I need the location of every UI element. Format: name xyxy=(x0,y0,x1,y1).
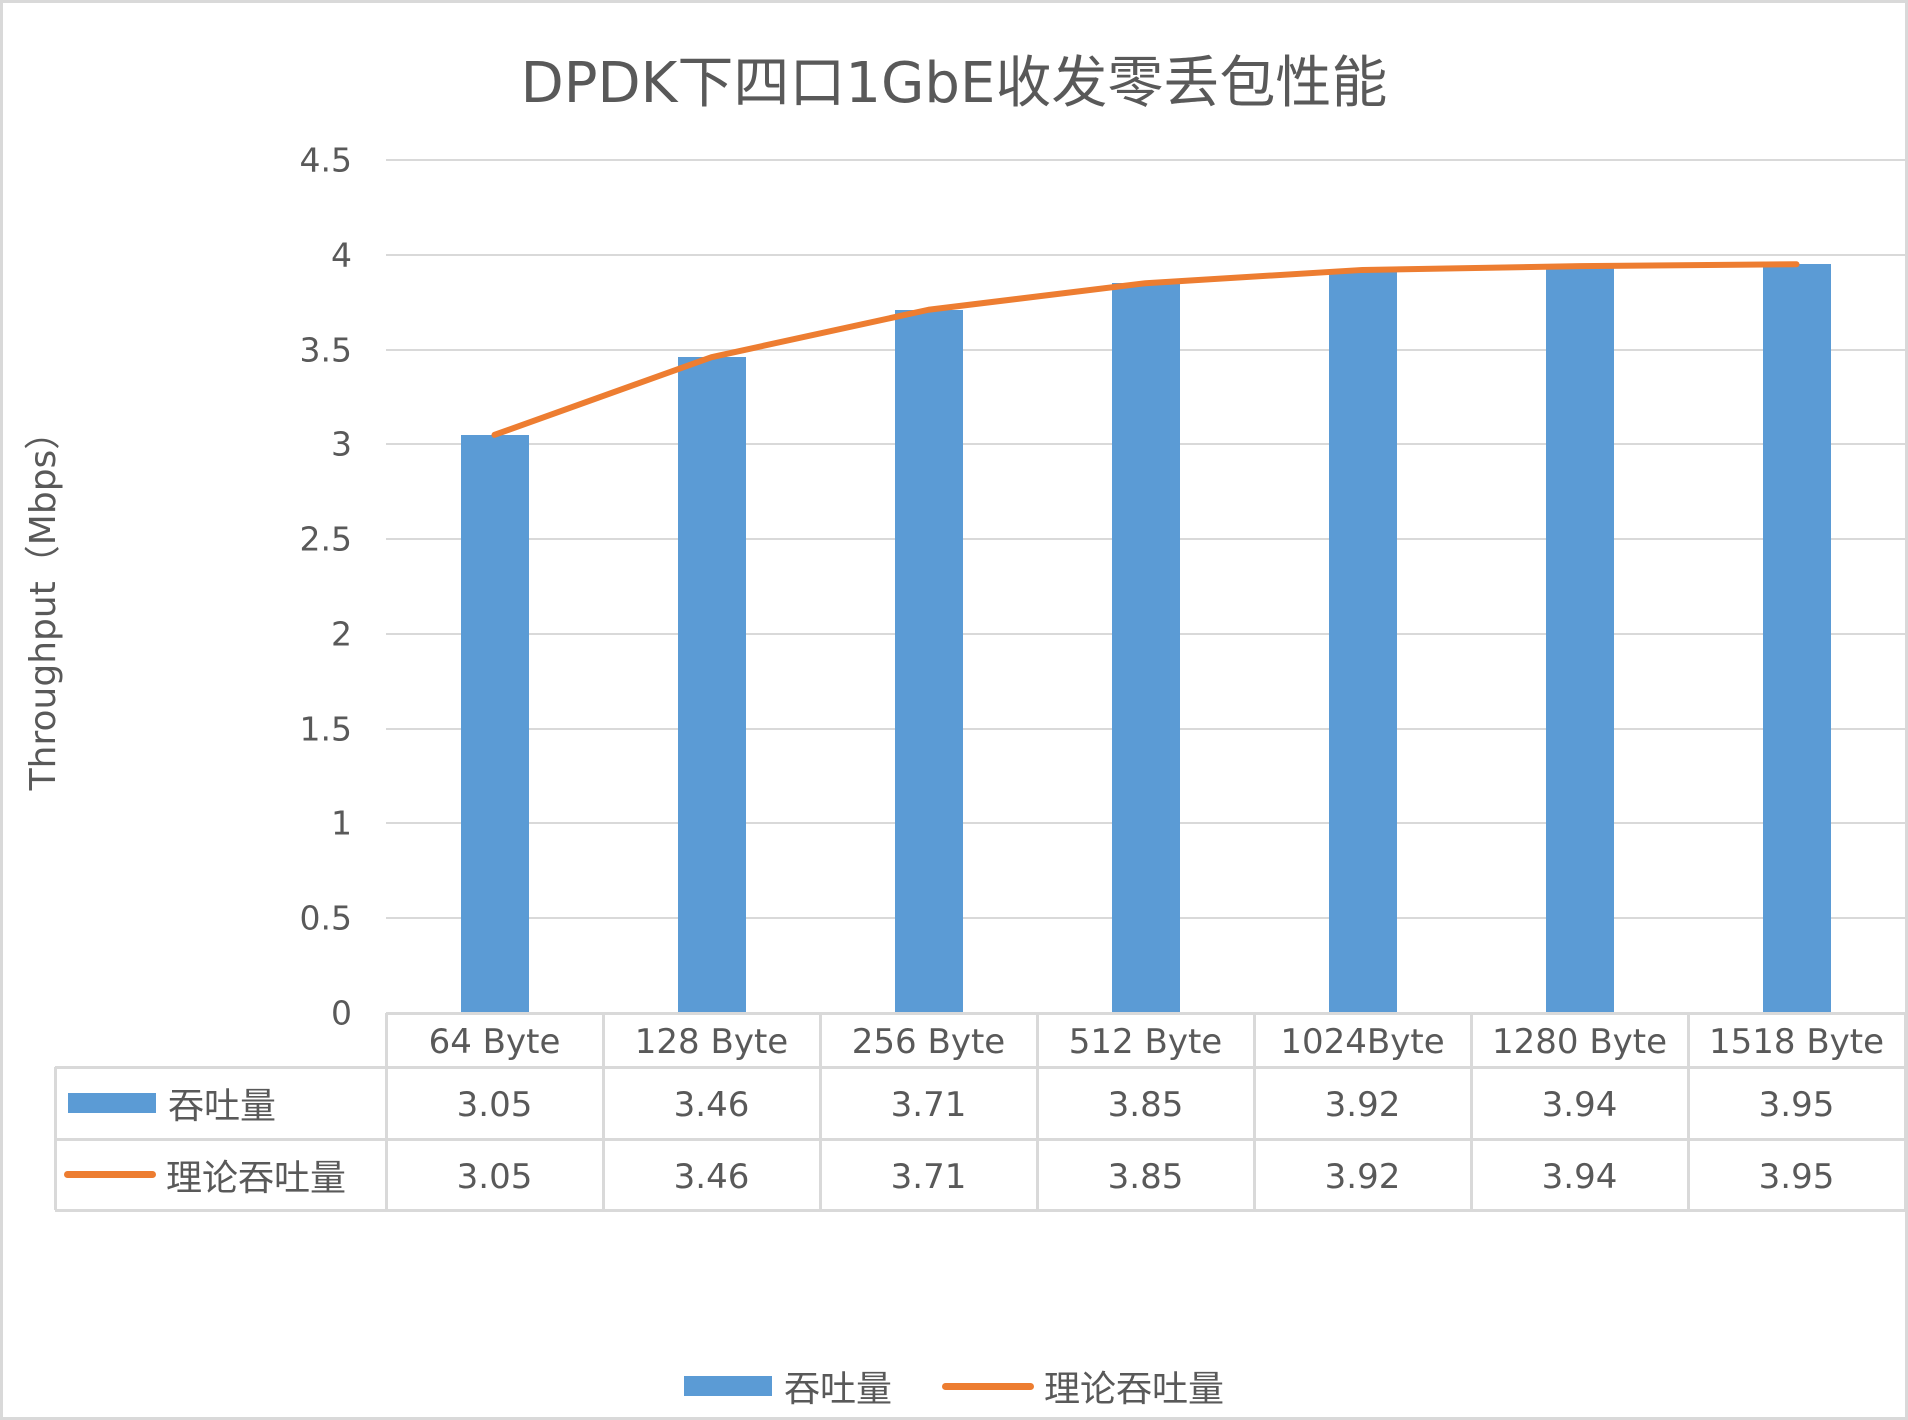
bar-0 xyxy=(460,434,529,1013)
table-cell: 3.85 xyxy=(1107,1085,1184,1125)
bar-1 xyxy=(677,357,746,1013)
bar-3 xyxy=(1111,283,1180,1013)
table-col-divider xyxy=(1470,1013,1473,1210)
table-cell: 3.71 xyxy=(890,1085,967,1125)
table-cell: 3.71 xyxy=(890,1156,967,1197)
table-cell: 3.95 xyxy=(1758,1156,1835,1197)
chart-title: DPDK下四口1GbE收发零丢包性能 xyxy=(520,51,1388,116)
table-left-border xyxy=(54,1067,57,1210)
table-row-divider xyxy=(55,1209,1905,1212)
table-row-divider xyxy=(55,1138,1905,1141)
axis-baseline xyxy=(386,1012,1905,1015)
y-tick-label: 1 xyxy=(331,803,352,843)
y-tick-label: 2 xyxy=(331,614,352,654)
table-cell: 3.46 xyxy=(673,1085,750,1125)
gridline xyxy=(386,253,1905,256)
y-tick-label: 0 xyxy=(331,993,352,1033)
y-tick-label: 4.5 xyxy=(299,140,352,180)
table-row-divider xyxy=(55,1066,1905,1069)
category-label: 256 Byte xyxy=(851,1022,1006,1062)
bar-5 xyxy=(1545,266,1614,1013)
table-cell: 3.92 xyxy=(1324,1085,1401,1125)
table-cell: 3.92 xyxy=(1324,1156,1401,1197)
legend-label: 吞吐量 xyxy=(783,1369,892,1410)
table-col-divider xyxy=(1253,1013,1256,1210)
category-label: 128 Byte xyxy=(634,1022,789,1062)
category-label: 512 Byte xyxy=(1068,1022,1223,1062)
bar-swatch-icon xyxy=(68,1093,156,1113)
table-col-divider xyxy=(819,1013,822,1210)
table-cell: 3.85 xyxy=(1107,1156,1184,1197)
theoretical-throughput-line xyxy=(491,261,1800,438)
table-cell: 3.94 xyxy=(1541,1156,1618,1197)
row-label-text: 吞吐量 xyxy=(168,1086,277,1127)
bar-4 xyxy=(1328,269,1397,1013)
table-col-divider xyxy=(385,1013,388,1210)
category-label: 1518 Byte xyxy=(1708,1022,1885,1062)
table-row-label: 理论吞吐量 xyxy=(64,1151,347,1199)
table-cell: 3.05 xyxy=(456,1085,533,1125)
line-swatch-icon xyxy=(942,1382,1034,1390)
table-cell: 3.94 xyxy=(1541,1085,1618,1125)
table-cell: 3.95 xyxy=(1758,1085,1835,1125)
y-tick-label: 0.5 xyxy=(299,898,352,938)
bar-2 xyxy=(894,309,963,1013)
legend-label: 理论吞吐量 xyxy=(1044,1369,1225,1410)
table-row-label: 吞吐量 xyxy=(68,1079,276,1127)
y-tick-label: 3.5 xyxy=(299,330,352,370)
table-col-divider xyxy=(1687,1013,1690,1210)
legend: 吞吐量 理论吞吐量 xyxy=(0,1360,1908,1412)
category-label: 1280 Byte xyxy=(1491,1022,1668,1062)
legend-item-theoretical: 理论吞吐量 xyxy=(942,1360,1224,1412)
table-col-divider xyxy=(602,1013,605,1210)
table-cell: 3.05 xyxy=(456,1156,533,1197)
y-tick-label: 1.5 xyxy=(299,709,352,749)
bar-swatch-icon xyxy=(683,1376,772,1396)
gridline xyxy=(386,159,1905,161)
table-cell: 3.46 xyxy=(673,1156,750,1197)
legend-item-throughput: 吞吐量 xyxy=(683,1360,892,1412)
bar-6 xyxy=(1762,264,1831,1013)
category-label: 64 Byte xyxy=(428,1022,561,1062)
table-col-divider xyxy=(1036,1013,1039,1210)
line-swatch-icon xyxy=(64,1171,156,1178)
table-col-divider xyxy=(1904,1013,1907,1210)
y-tick-label: 2.5 xyxy=(299,519,352,559)
y-tick-label: 4 xyxy=(331,235,352,275)
y-tick-label: 3 xyxy=(331,424,352,464)
row-label-text: 理论吞吐量 xyxy=(166,1157,347,1199)
category-label: 1024Byte xyxy=(1280,1022,1445,1062)
